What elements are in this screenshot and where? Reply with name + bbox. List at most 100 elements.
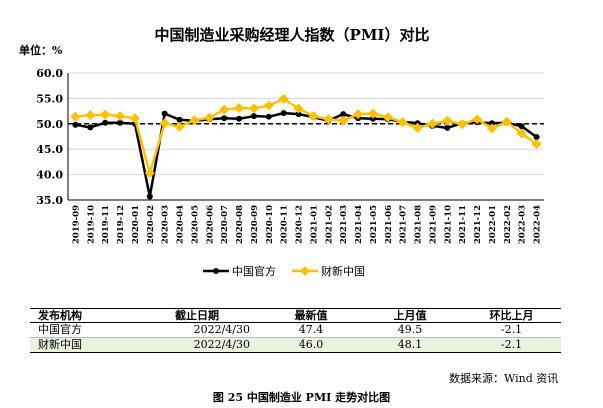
data-point-caixin bbox=[234, 103, 245, 114]
header-latest-value: 最新值 bbox=[264, 308, 358, 323]
cell-publisher: 财新中国 bbox=[30, 337, 130, 353]
data-point-official bbox=[518, 123, 525, 130]
data-point-caixin bbox=[248, 103, 259, 114]
x-tick-label: 2020-06 bbox=[205, 205, 215, 244]
data-point-official bbox=[87, 124, 94, 131]
x-tick-label: 2019-09 bbox=[71, 205, 81, 244]
table-row: 财新中国 2022/4/30 46.0 48.1 -2.1 bbox=[30, 337, 561, 353]
y-tick-label: 55.0 bbox=[36, 92, 63, 105]
data-point-caixin bbox=[382, 112, 393, 123]
data-point-caixin bbox=[174, 121, 185, 132]
figure-caption: 图 25 中国制造业 PMI 走势对比图 bbox=[212, 391, 391, 404]
data-point-caixin bbox=[338, 115, 349, 126]
header-previous-value: 上月值 bbox=[358, 308, 462, 323]
legend-label-caixin: 财新中国 bbox=[321, 264, 365, 278]
chart-legend: 中国官方 财新中国 bbox=[203, 264, 365, 278]
data-point-caixin bbox=[427, 118, 438, 129]
series-line-caixin bbox=[75, 97, 538, 175]
data-point-caixin bbox=[219, 104, 230, 115]
data-point-caixin bbox=[204, 112, 215, 123]
cell-latest-value: 47.4 bbox=[264, 322, 358, 338]
data-point-caixin bbox=[189, 115, 200, 126]
legend-marker-caixin bbox=[300, 266, 310, 276]
x-tick-label: 2021-05 bbox=[369, 205, 379, 244]
x-tick-label: 2020-10 bbox=[265, 205, 275, 244]
x-tick-label: 2021-02 bbox=[324, 205, 334, 244]
cell-publisher: 中国官方 bbox=[30, 322, 130, 338]
x-tick-label: 2021-07 bbox=[399, 205, 409, 244]
x-tick-label: 2019-12 bbox=[116, 205, 126, 244]
data-point-caixin bbox=[263, 100, 274, 111]
data-point-caixin bbox=[129, 113, 140, 124]
header-publisher: 发布机构 bbox=[30, 308, 130, 323]
x-tick-label: 2020-07 bbox=[220, 205, 230, 244]
data-point-caixin bbox=[501, 116, 512, 127]
x-tick-label: 2020-09 bbox=[250, 205, 260, 244]
x-tick-label: 2022-03 bbox=[518, 205, 528, 244]
data-point-caixin bbox=[100, 109, 111, 120]
cell-previous-value: 48.1 bbox=[358, 337, 462, 353]
x-tick-label: 2021-12 bbox=[473, 205, 483, 244]
pmi-chart: 中国制造业采购经理人指数（PMI）对比 单位：% 35.0 40.0 45.0 50.… bbox=[19, 26, 544, 278]
plot-area: 35.0 40.0 45.0 50.0 55.0 60.0 2019-09 2019-10 20… bbox=[36, 67, 544, 244]
data-point-caixin bbox=[115, 111, 126, 122]
data-point-caixin bbox=[516, 128, 527, 139]
x-tick-label: 2020-03 bbox=[161, 205, 171, 244]
data-point-caixin bbox=[293, 103, 304, 114]
data-point-caixin bbox=[367, 108, 378, 119]
data-point-caixin bbox=[457, 119, 468, 130]
data-point-caixin bbox=[353, 109, 364, 120]
unit-label: 单位：% bbox=[19, 43, 63, 57]
data-point-caixin bbox=[486, 123, 497, 134]
data-point-official bbox=[176, 116, 183, 123]
y-tick-label: 50.0 bbox=[36, 118, 63, 131]
x-tick-label: 2020-01 bbox=[131, 205, 141, 244]
y-tick-label: 40.0 bbox=[36, 169, 63, 182]
cell-mom-change: -2.1 bbox=[462, 322, 561, 338]
x-tick-label: 2021-11 bbox=[458, 205, 468, 244]
data-point-caixin bbox=[308, 111, 319, 122]
y-tick-label: 60.0 bbox=[36, 67, 63, 80]
header-cutoff-date: 截止日期 bbox=[130, 308, 264, 323]
data-point-official bbox=[295, 111, 302, 118]
cell-mom-change: -2.1 bbox=[462, 337, 561, 353]
cell-cutoff-date: 2022/4/30 bbox=[130, 322, 264, 338]
data-point-caixin bbox=[159, 118, 170, 129]
data-point-caixin bbox=[70, 111, 81, 122]
x-tick-label: 2019-11 bbox=[101, 205, 111, 244]
x-tick-label: 2021-06 bbox=[384, 205, 394, 244]
cell-previous-value: 49.5 bbox=[358, 322, 462, 338]
data-point-official bbox=[533, 134, 540, 141]
table-header-row: 发布机构 截止日期 最新值 上月值 环比上月 bbox=[30, 308, 561, 323]
x-tick-label: 2021-03 bbox=[339, 205, 349, 244]
data-point-caixin bbox=[442, 115, 453, 126]
data-point-caixin bbox=[278, 93, 289, 104]
data-point-official bbox=[72, 121, 79, 128]
x-tick-label: 2021-08 bbox=[414, 205, 424, 244]
x-tick-label: 2022-02 bbox=[503, 205, 513, 244]
x-tick-label: 2021-04 bbox=[354, 205, 364, 244]
legend-marker-official bbox=[213, 268, 219, 274]
x-tick-label: 2020-04 bbox=[176, 205, 186, 244]
data-point-caixin bbox=[531, 139, 542, 150]
x-tick-label: 2021-10 bbox=[443, 205, 453, 244]
x-tick-label: 2020-12 bbox=[295, 205, 305, 244]
cell-cutoff-date: 2022/4/30 bbox=[130, 337, 264, 353]
pmi-summary-table: 发布机构 截止日期 最新值 上月值 环比上月 中国官方 2022/4/30 47… bbox=[30, 308, 561, 353]
data-point-official bbox=[488, 120, 495, 127]
data-point-caixin bbox=[412, 122, 423, 133]
data-point-caixin bbox=[85, 110, 96, 121]
data-source-note: 数据来源：Wind 资讯 bbox=[449, 372, 559, 385]
x-tick-label: 2020-08 bbox=[235, 205, 245, 244]
chart-title: 中国制造业采购经理人指数（PMI）对比 bbox=[155, 26, 430, 44]
data-point-official bbox=[444, 124, 451, 131]
table-row: 中国官方 2022/4/30 47.4 49.5 -2.1 bbox=[30, 322, 561, 338]
y-tick-label: 35.0 bbox=[36, 194, 63, 207]
data-point-official bbox=[146, 193, 153, 200]
data-point-caixin bbox=[144, 168, 155, 179]
data-point-official bbox=[117, 119, 124, 126]
cell-latest-value: 46.0 bbox=[264, 337, 358, 353]
data-point-official bbox=[236, 115, 243, 122]
data-point-official bbox=[280, 110, 287, 117]
data-point-caixin bbox=[397, 117, 408, 128]
